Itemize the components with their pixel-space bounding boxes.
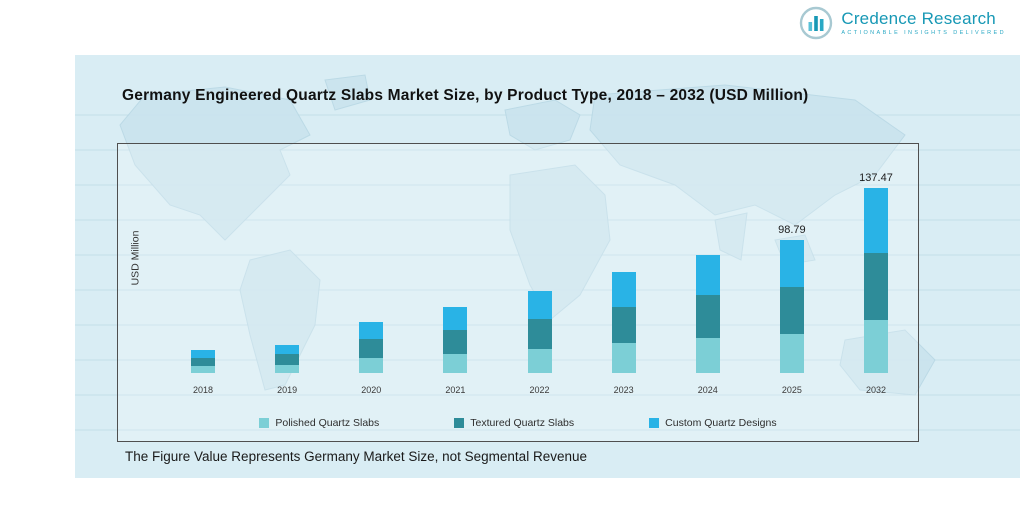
bar-column-2018 [173,158,233,373]
bar-segment [275,364,300,373]
bar-value-label-2025: 98.79 [778,224,806,237]
brand-tagline: Actionable Insights Delivered [841,30,1006,37]
bar-segment [864,188,888,253]
x-axis-label-2018: 2018 [192,385,214,395]
legend-item: Polished Quartz Slabs [259,417,379,429]
chart-plot-frame: USD Million 98.79 137.47 2018 2019 2020 2021… [117,143,919,442]
bar-segment [611,343,636,373]
legend-item: Textured Quartz Slabs [454,417,574,429]
bar-segment [443,330,468,355]
bar-column-2023 [594,158,654,373]
bar-2023 [611,272,636,373]
bar-segment [443,354,468,373]
x-axis-label-2024: 2024 [697,385,718,395]
bar-column-2022 [510,158,570,373]
bar-segment [611,272,636,308]
bar-segment [695,254,720,296]
bar-segment [191,366,215,373]
bar-2025 [779,240,804,373]
chart-title: Germany Engineered Quartz Slabs Market S… [122,87,809,104]
bar-segment [527,348,552,373]
legend-label: Custom Quartz Designs [665,417,777,429]
bar-2018 [191,350,215,373]
bar-segment [611,307,636,344]
bar-segment [695,338,720,373]
brand-name: Credence Research [841,8,996,28]
bar-segment [864,320,888,373]
y-axis-title-text: USD Million [129,230,141,285]
bar-chart-logo-icon [800,6,833,40]
x-axis-label-2032: 2032 [865,385,887,395]
bar-segment [527,319,552,349]
x-axis-label-2022: 2022 [529,385,550,395]
bar-value-label-2032: 137.47 [859,172,893,185]
plot-area: 98.79 137.47 [173,158,906,373]
legend-label: Textured Quartz Slabs [470,417,575,429]
bar-2021 [443,307,468,373]
x-axis-label-2021: 2021 [445,385,466,395]
bar-segment [191,358,215,367]
x-axis-label-2020: 2020 [361,385,382,395]
x-axis-label-2019: 2019 [277,385,298,395]
bar-column-2032: 137.47 [846,158,906,373]
bar-2020 [359,321,384,373]
legend: Polished Quartz Slabs Textured Quartz Sla… [118,417,918,429]
bar-2032 [864,188,888,373]
legend-item: Custom Quartz Designs [649,417,777,429]
x-axis-labels: 2018 2019 2020 2021 2022 2023 2024 2025 2032 [173,385,906,395]
chart-panel: Germany Engineered Quartz Slabs Market S… [75,55,1020,478]
brand-text: Credence Research Actionable Insights De… [841,8,1006,37]
bar-segment [695,295,720,339]
legend-swatch [649,418,660,428]
bar-segment [359,339,384,359]
footnote: The Figure Value Represents Germany Mark… [125,449,587,464]
y-axis-title: USD Million [126,144,144,371]
bar-2022 [527,291,552,373]
legend-swatch [259,418,270,428]
world-map-background [75,74,1020,431]
bar-segment [275,354,300,365]
bar-segment [359,321,384,340]
bar-segment [359,358,384,373]
x-axis-label-2025: 2025 [781,385,802,395]
bar-segment [191,350,215,359]
bar-column-2021 [425,158,485,373]
bar-2019 [275,344,300,373]
bar-column-2020 [341,158,401,373]
x-axis-label-2023: 2023 [613,385,634,395]
bar-segment [527,291,552,320]
bar-segment [275,344,300,355]
bar-2024 [695,254,720,373]
bar-segment [443,307,468,331]
bar-column-2024 [678,158,738,373]
legend-swatch [454,418,465,428]
bar-segment [864,252,888,320]
bar-segment [779,240,804,288]
brand-logo: Credence Research Actionable Insights De… [799,6,1006,40]
bar-segment [779,287,804,335]
bar-column-2019 [257,158,317,373]
legend-label: Polished Quartz Slabs [275,417,380,429]
bar-segment [779,334,804,373]
bar-column-2025: 98.79 [762,158,822,373]
